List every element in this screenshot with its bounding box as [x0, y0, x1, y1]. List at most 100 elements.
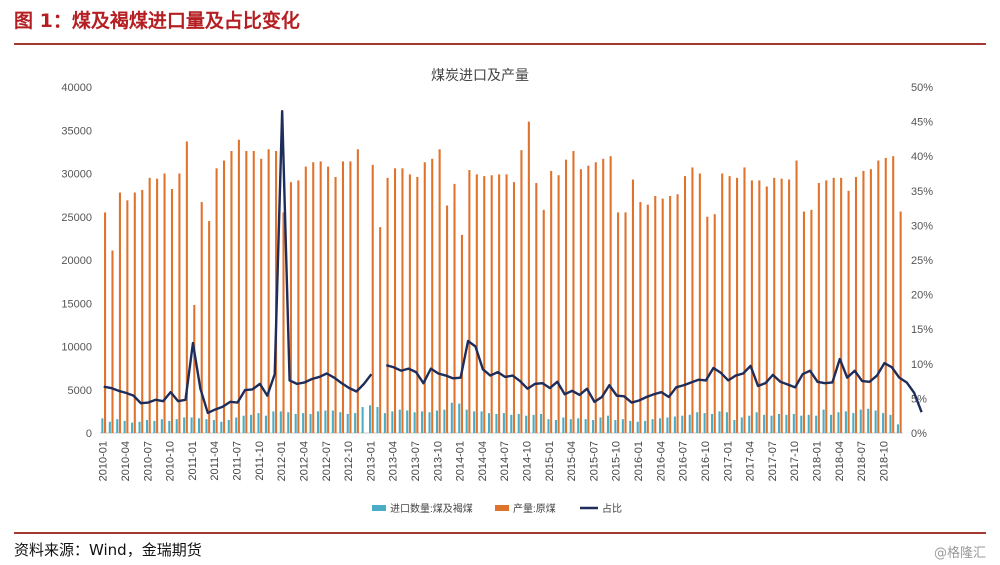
import-bar [346, 413, 349, 433]
import-bar [138, 421, 141, 433]
import-bar [532, 414, 535, 433]
import-bar [242, 415, 245, 433]
import-bar [606, 415, 610, 433]
production-bar [438, 149, 441, 433]
production-bar [594, 162, 597, 433]
production-bar [126, 200, 129, 433]
import-bar [718, 411, 721, 434]
import-bar [644, 420, 647, 433]
import-bar [473, 411, 476, 434]
right-tick-label: 20% [911, 290, 933, 302]
production-bar [148, 177, 151, 433]
import-bar [584, 419, 587, 433]
production-bar [208, 221, 211, 433]
x-tick-label: 2010-01 [98, 441, 110, 481]
production-bar [289, 182, 292, 433]
import-bar [369, 405, 372, 433]
production-bar [884, 157, 887, 433]
production-bar [408, 174, 411, 433]
import-bar [636, 421, 639, 433]
import-bar [800, 415, 803, 433]
import-bar [257, 413, 260, 433]
import-bar [316, 411, 320, 434]
import-bar [287, 412, 290, 433]
x-tick-label: 2013-07 [410, 441, 422, 481]
ratio-line-series [103, 110, 923, 415]
x-tick-label: 2011-07 [232, 441, 244, 481]
x-tick-label: 2011-01 [187, 441, 199, 481]
production-bar [795, 160, 798, 433]
production-bar [535, 183, 538, 433]
production-bar [683, 176, 687, 433]
production-bar [817, 183, 820, 433]
x-tick-label: 2017-07 [767, 441, 779, 481]
watermark: @格隆汇 [933, 546, 986, 561]
import-bar [458, 403, 461, 433]
production-bar [178, 173, 181, 433]
import-bar [844, 411, 847, 434]
production-bar [490, 175, 493, 434]
import-bar [703, 413, 706, 433]
import-bar [175, 419, 178, 433]
production-bar [133, 192, 136, 433]
production-bar [602, 158, 605, 434]
production-bar [215, 168, 218, 433]
import-bar [815, 415, 818, 433]
import-bar [495, 413, 498, 433]
import-bar [383, 413, 386, 433]
x-tick-label: 2015-04 [566, 441, 578, 481]
x-tick-label: 2011-04 [209, 441, 221, 481]
legend-label: 占比 [602, 502, 622, 515]
production-bar [312, 162, 315, 433]
right-tick-label: 45% [911, 117, 933, 129]
import-bar [354, 413, 357, 433]
production-bar [237, 139, 240, 433]
production-bar [862, 170, 865, 433]
import-bar [614, 420, 617, 433]
import-bar [733, 420, 736, 433]
production-bar [802, 211, 805, 433]
import-bar [116, 419, 119, 433]
x-tick-label: 2015-10 [611, 441, 623, 481]
x-tick-label: 2018-07 [856, 441, 868, 481]
production-bar [163, 173, 166, 433]
import-bar [212, 420, 215, 433]
production-bar [624, 212, 627, 433]
import-bar [205, 419, 208, 433]
import-bar [250, 414, 253, 433]
x-tick-label: 2011-10 [254, 441, 266, 481]
x-tick-label: 2015-01 [544, 441, 556, 481]
production-bar [431, 158, 434, 434]
import-bar [525, 415, 528, 433]
production-bar [245, 151, 248, 433]
right-tick-label: 40% [911, 151, 933, 163]
production-bar [765, 186, 768, 433]
production-bar [401, 168, 404, 433]
x-axis: 2010-01 2010-04 2010-07 2010-10 2011-01 2011-… [98, 441, 891, 481]
import-bar [554, 420, 557, 433]
import-bar [309, 413, 312, 433]
figure-title: 图 1：煤及褐煤进口量及占比变化 [14, 10, 300, 32]
import-bar [763, 414, 766, 433]
import-bar [673, 416, 676, 433]
production-bar [498, 174, 501, 433]
production-bar [386, 177, 389, 433]
production-bar [639, 202, 642, 433]
import-bar [160, 419, 163, 433]
import-bar [339, 412, 342, 433]
x-tick-label: 2014-04 [477, 441, 489, 481]
left-axis: 0 5000 10000 15000 20000 25000 30000 35000 40000 [61, 82, 92, 440]
production-bar [222, 160, 226, 433]
import-bar [361, 407, 364, 433]
production-bar [750, 180, 753, 433]
import-bar [145, 420, 149, 433]
x-tick-label: 2015-07 [588, 441, 600, 481]
production-bar [617, 212, 620, 433]
import-bar [599, 417, 602, 433]
production-bar [788, 179, 791, 433]
import-bar [487, 413, 491, 433]
production-bar [334, 176, 337, 433]
production-bar [446, 205, 449, 433]
import-bar [777, 413, 781, 433]
